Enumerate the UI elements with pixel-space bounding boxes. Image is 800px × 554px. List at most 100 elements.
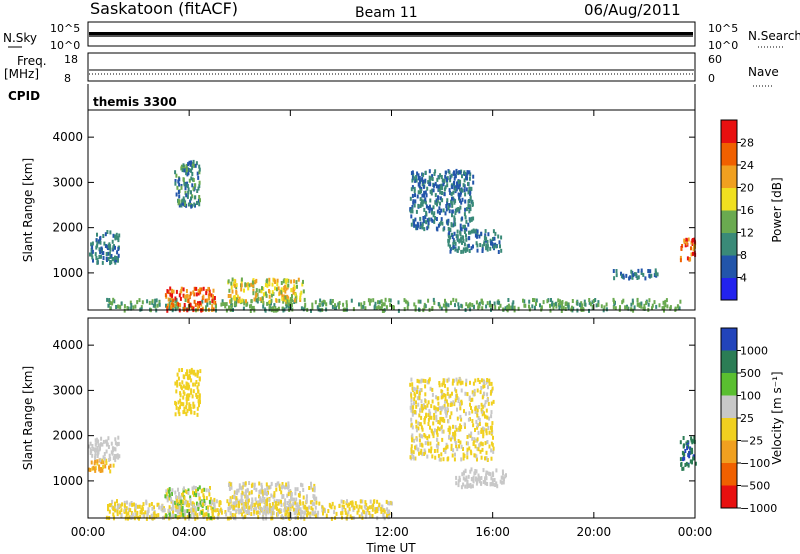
data-cell xyxy=(338,301,341,305)
data-cell xyxy=(193,299,196,304)
data-cell xyxy=(177,495,180,500)
data-cell xyxy=(491,478,494,483)
data-cell xyxy=(439,410,442,415)
data-cell xyxy=(206,505,209,510)
data-cell xyxy=(423,403,425,408)
data-cell xyxy=(185,294,188,299)
data-cell xyxy=(187,298,190,303)
data-cell xyxy=(168,301,171,306)
data-cell xyxy=(319,298,322,303)
data-cell xyxy=(417,203,420,208)
colorbar-swatch xyxy=(721,232,737,256)
data-cell xyxy=(167,297,170,302)
data-cell xyxy=(168,505,171,510)
data-cell xyxy=(342,504,345,509)
data-cell xyxy=(270,293,273,298)
data-cell xyxy=(252,283,255,288)
data-cell xyxy=(612,269,615,273)
data-cell xyxy=(168,487,171,492)
data-cell xyxy=(331,501,334,506)
site-title: Saskatoon (fitACF) xyxy=(90,0,238,18)
data-cell xyxy=(385,305,388,310)
data-cell xyxy=(535,302,537,306)
data-cell xyxy=(419,216,422,221)
data-cell xyxy=(436,202,438,207)
data-cell xyxy=(156,303,159,308)
colorbar-swatch xyxy=(721,255,737,278)
data-cell xyxy=(463,212,466,217)
data-cell xyxy=(322,511,324,516)
data-cell xyxy=(117,238,120,243)
data-cell xyxy=(185,381,188,386)
data-cell xyxy=(180,505,183,510)
data-cell xyxy=(130,306,133,311)
data-cell xyxy=(179,502,182,507)
data-cell xyxy=(564,307,567,311)
data-cell xyxy=(257,503,260,508)
data-cell xyxy=(484,481,487,486)
data-cell xyxy=(447,234,450,239)
data-cell xyxy=(475,469,478,474)
data-cell xyxy=(243,288,245,293)
nsky-label: N.Sky xyxy=(3,31,37,45)
data-cell xyxy=(211,509,214,514)
data-cell xyxy=(112,245,115,250)
data-cell xyxy=(237,500,240,505)
data-cell xyxy=(452,378,455,383)
data-cell xyxy=(460,200,463,205)
data-cell xyxy=(199,400,201,405)
data-cell xyxy=(427,400,430,405)
data-cell xyxy=(119,510,121,515)
data-cell xyxy=(454,303,456,308)
data-cell xyxy=(477,405,480,409)
data-cell xyxy=(476,413,479,418)
data-cell xyxy=(494,231,497,236)
data-cell xyxy=(304,302,307,307)
data-cell xyxy=(500,480,503,485)
data-cell xyxy=(205,496,208,501)
data-cell xyxy=(107,256,110,261)
data-cell xyxy=(523,299,526,304)
data-cell xyxy=(435,395,438,400)
data-cell xyxy=(185,193,188,198)
data-cell xyxy=(436,428,439,433)
data-cell xyxy=(508,305,511,310)
data-cell xyxy=(470,229,473,234)
data-cell xyxy=(165,513,168,518)
data-cell xyxy=(429,198,432,203)
data-cell xyxy=(414,410,417,414)
data-cell xyxy=(183,182,186,187)
data-cell xyxy=(176,383,179,388)
data-cell xyxy=(202,493,205,498)
data-cell xyxy=(348,502,351,507)
data-cell xyxy=(380,306,383,310)
data-cell xyxy=(427,378,430,383)
data-cell xyxy=(479,390,482,395)
data-cell xyxy=(177,400,180,405)
data-cell xyxy=(444,406,447,411)
data-cell xyxy=(105,442,108,447)
data-cell xyxy=(126,500,128,505)
data-cell xyxy=(459,414,462,419)
data-cell xyxy=(182,374,185,379)
data-cell xyxy=(416,378,419,383)
data-cell xyxy=(469,204,472,209)
data-cell xyxy=(109,247,112,252)
data-cell xyxy=(418,438,421,443)
data-cell xyxy=(429,386,432,391)
data-cell xyxy=(288,299,291,304)
data-cell xyxy=(441,198,444,203)
data-cell xyxy=(129,300,132,305)
data-cell xyxy=(255,298,258,302)
data-cell xyxy=(427,413,430,418)
data-cell xyxy=(552,306,555,311)
data-cell xyxy=(270,507,273,512)
data-cell xyxy=(315,496,318,501)
data-cell xyxy=(501,475,504,480)
data-cell xyxy=(475,454,478,459)
data-cell xyxy=(292,286,295,291)
data-cell xyxy=(263,491,266,496)
data-cell xyxy=(199,300,202,305)
data-cell xyxy=(345,303,348,308)
data-cell xyxy=(420,189,422,193)
